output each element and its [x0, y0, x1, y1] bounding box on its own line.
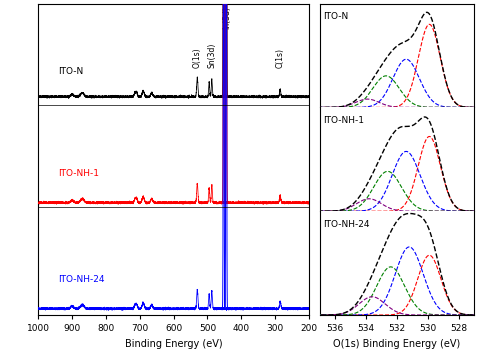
Text: In(3d): In(3d) [222, 6, 231, 29]
Text: ITO-N: ITO-N [58, 67, 84, 76]
Text: ITO-NH-1: ITO-NH-1 [58, 169, 100, 178]
Text: ITO-NH-24: ITO-NH-24 [323, 219, 369, 228]
Text: Sn(3d): Sn(3d) [207, 43, 217, 68]
Text: ITO-NH-24: ITO-NH-24 [58, 275, 105, 284]
Text: ITO-NH-1: ITO-NH-1 [323, 116, 364, 125]
X-axis label: Binding Energy (eV): Binding Energy (eV) [125, 339, 222, 349]
X-axis label: O(1s) Binding Energy (eV): O(1s) Binding Energy (eV) [333, 339, 460, 349]
Text: ITO-N: ITO-N [323, 12, 348, 21]
Text: O(1s): O(1s) [193, 47, 202, 68]
Text: C(1s): C(1s) [276, 48, 285, 68]
